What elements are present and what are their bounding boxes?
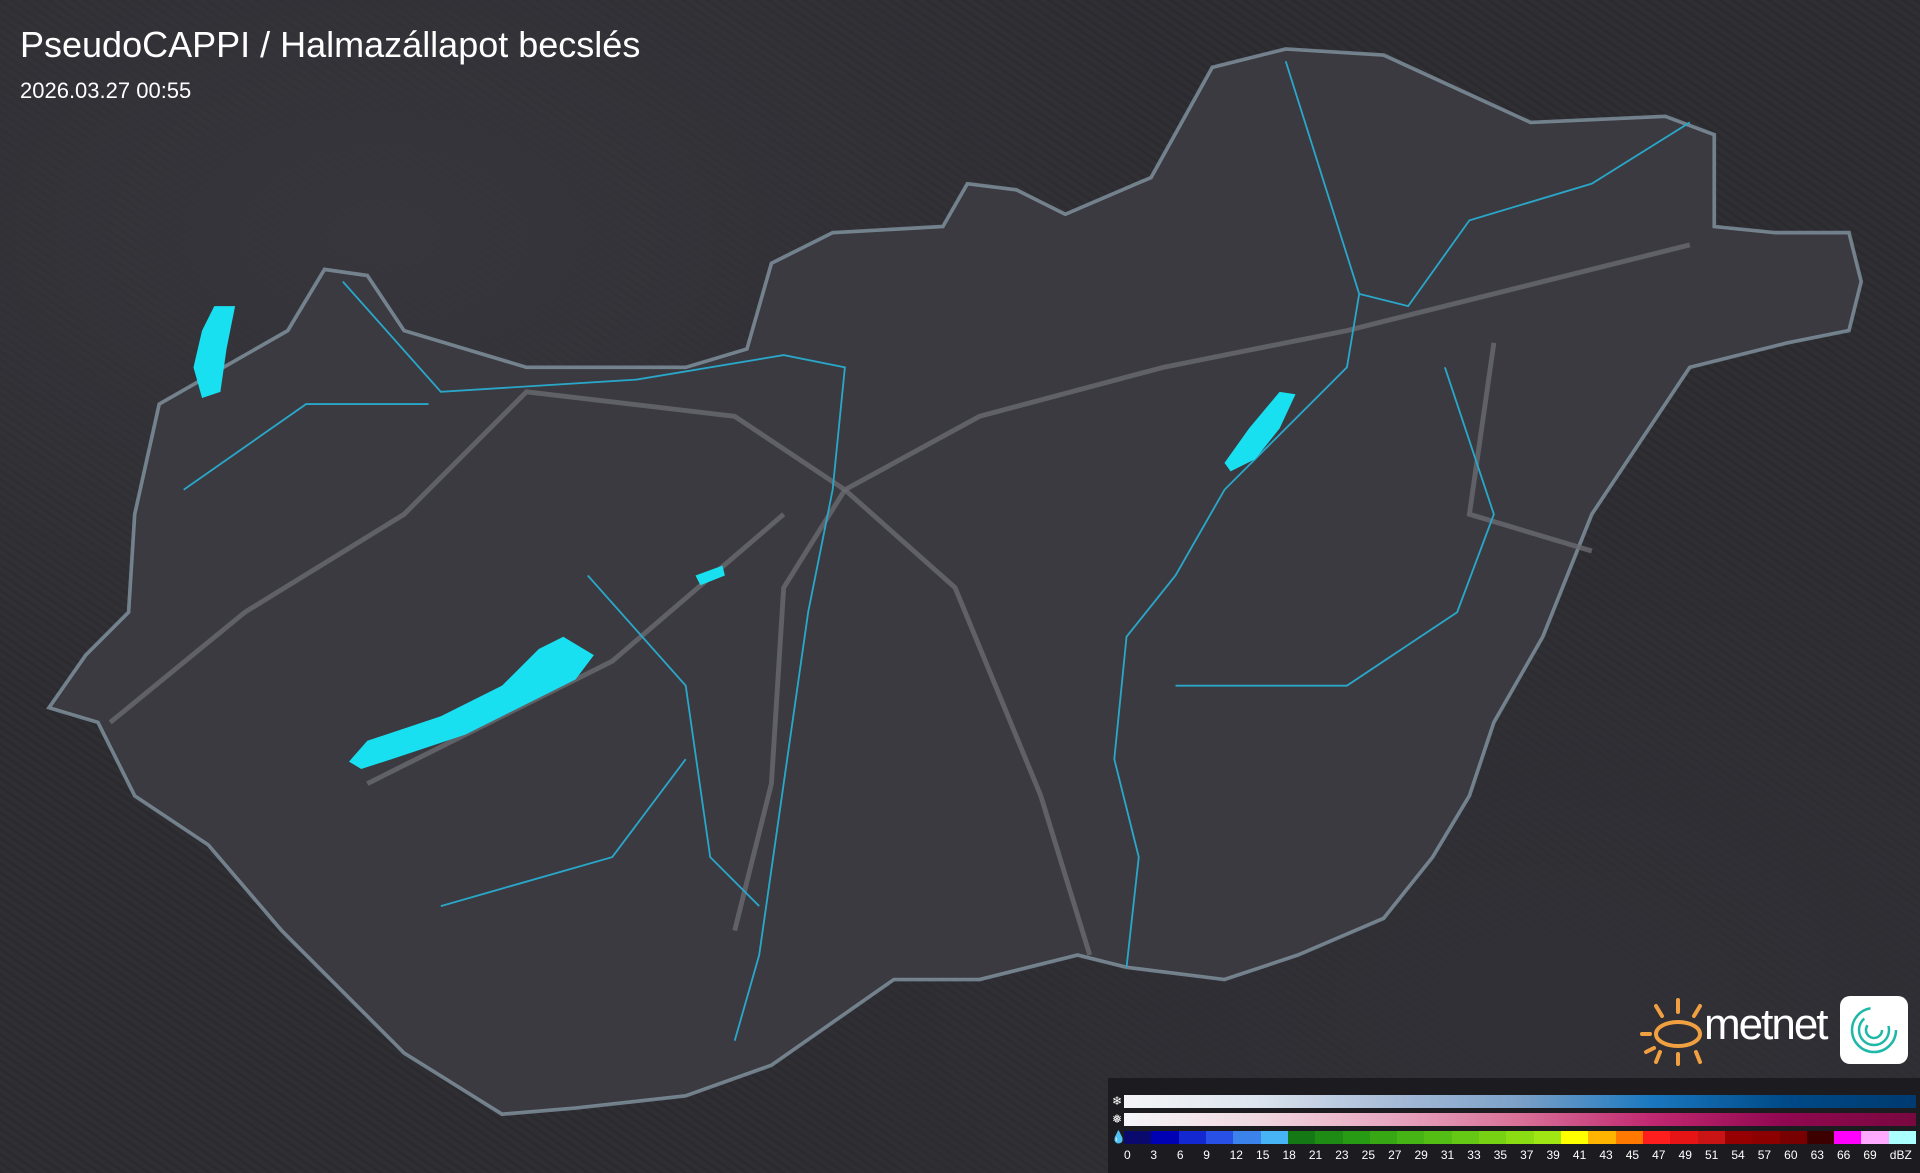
- rain-color-cell: [1260, 1131, 1288, 1144]
- scale-label: 37: [1520, 1148, 1534, 1162]
- map-title: PseudoCAPPI / Halmazállapot becslés: [20, 24, 641, 65]
- rain-color-cell: [1834, 1131, 1862, 1144]
- scale-label: 45: [1625, 1148, 1640, 1162]
- rain-color-cell: [1233, 1131, 1261, 1144]
- rain-color-cell: [1806, 1131, 1835, 1144]
- scale-label: 18: [1282, 1148, 1296, 1162]
- scale-label: 3: [1150, 1148, 1158, 1162]
- snowflake-icon: ❄: [1111, 1094, 1123, 1108]
- rain-color-cell: [1151, 1131, 1179, 1144]
- metnet-logo-text: metnet: [1704, 1000, 1829, 1049]
- rain-color-cell: [1752, 1131, 1780, 1144]
- scale-label: 57: [1757, 1148, 1772, 1162]
- rain-color-cell: [1424, 1131, 1452, 1144]
- scale-label: 51: [1704, 1148, 1719, 1162]
- rain-color-cell: [1588, 1131, 1616, 1144]
- scale-label: 43: [1599, 1148, 1613, 1162]
- scale-label: 66: [1836, 1148, 1851, 1162]
- snow-scale: [1124, 1095, 1916, 1108]
- rain-color-cell: [1397, 1131, 1425, 1144]
- rain-color-cell: [1642, 1131, 1671, 1144]
- rain-color-cell: [1451, 1131, 1480, 1144]
- rain-color-cell: [1287, 1131, 1316, 1144]
- scale-label: 39: [1546, 1148, 1560, 1162]
- scale-label: 69: [1863, 1148, 1877, 1162]
- sleet-icon: ❅: [1111, 1112, 1123, 1126]
- rain-color-cell: [1724, 1131, 1753, 1144]
- scale-label: 63: [1810, 1148, 1824, 1162]
- scale-label: 25: [1361, 1148, 1376, 1162]
- rain-color-cell: [1779, 1131, 1807, 1144]
- rain-color-cell: [1369, 1131, 1398, 1144]
- rain-color-cell: [1697, 1131, 1725, 1144]
- country-area: [46, 47, 1864, 1117]
- mixed-scale: [1124, 1113, 1916, 1126]
- rain-color-cell: [1861, 1131, 1889, 1144]
- metnet-swirl-icon: [1840, 996, 1908, 1064]
- rain-color-cell: [1506, 1131, 1534, 1144]
- scale-label: 60: [1784, 1148, 1798, 1162]
- rain-scale: [1124, 1131, 1917, 1144]
- rain-color-cell: [1561, 1131, 1589, 1144]
- scale-label: 29: [1414, 1148, 1428, 1162]
- rain-color-cell: [1205, 1131, 1234, 1144]
- scale-label: 23: [1335, 1148, 1349, 1162]
- rain-color-cell: [1178, 1131, 1206, 1144]
- scale-label: 27: [1388, 1148, 1402, 1162]
- rain-color-cell: [1670, 1131, 1698, 1144]
- rain-color-cell: [1315, 1131, 1343, 1144]
- timestamp: 2026.03.27 00:55: [20, 78, 192, 103]
- scale-label: dBZ: [1889, 1148, 1912, 1162]
- rain-color-cell: [1533, 1131, 1561, 1144]
- lakes: [193, 306, 1296, 769]
- scale-label: 41: [1572, 1148, 1587, 1162]
- metnet-sun-logo-icon: [1640, 998, 1702, 1066]
- scale-label: 31: [1440, 1148, 1455, 1162]
- rain-color-cell: [1342, 1131, 1370, 1144]
- color-legend: ❄ ❅ 💧 0 3 6 9 12 15 18 21 23 25 27 29 31 33 35 37 39 41 43…: [1108, 1078, 1920, 1173]
- scale-label: 35: [1493, 1148, 1508, 1162]
- rain-color-cell: [1615, 1131, 1643, 1144]
- scale-label: 6: [1176, 1148, 1184, 1162]
- scale-label: 15: [1256, 1148, 1270, 1162]
- rain-color-cell: [1479, 1131, 1507, 1144]
- lake-tisza: [1224, 391, 1296, 472]
- lake-neusiedl: [193, 306, 236, 398]
- rain-color-cell: [1888, 1131, 1917, 1144]
- roads: [108, 242, 1691, 956]
- scale-label: 33: [1467, 1148, 1481, 1162]
- scale-label: 49: [1678, 1148, 1692, 1162]
- rivers: [183, 60, 1691, 1042]
- rain-color-cell: [1124, 1131, 1152, 1144]
- scale-label: 21: [1308, 1148, 1323, 1162]
- scale-label: 9: [1203, 1148, 1210, 1162]
- scale-label: 12: [1229, 1148, 1243, 1162]
- scale-label: 54: [1731, 1148, 1745, 1162]
- scale-label: 0: [1124, 1148, 1131, 1162]
- lake-balaton: [348, 636, 594, 769]
- scale-labels: 0 3 6 9 12 15 18 21 23 25 27 29 31 33 35 37 39 41 43 45 47 49…: [1124, 1148, 1916, 1162]
- scale-label: 47: [1652, 1148, 1666, 1162]
- lake-velence: [695, 565, 725, 586]
- raindrop-icon: 💧: [1111, 1130, 1126, 1144]
